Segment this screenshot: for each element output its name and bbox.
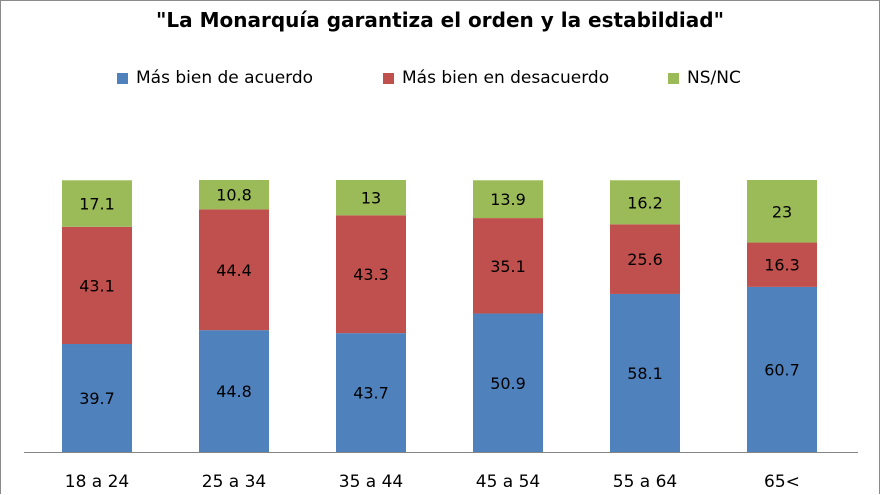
- data-label-acuerdo-2: 44.8: [216, 382, 252, 401]
- data-label-acuerdo-6: 60.7: [764, 360, 800, 379]
- legend-label-nsnc: NS/NC: [687, 68, 741, 88]
- bar-nsnc-5: [610, 180, 680, 225]
- bar-nsnc-3: [336, 180, 406, 216]
- bar-acuerdo-2: [199, 330, 269, 452]
- legend-label-acuerdo: Más bien de acuerdo: [136, 68, 314, 88]
- bar-desacuerdo-1: [62, 226, 132, 345]
- data-label-desacuerdo-4: 35.1: [490, 257, 526, 276]
- chart-title: "La Monarquía garantiza el orden y la es…: [156, 8, 724, 32]
- data-label-desacuerdo-3: 43.3: [353, 265, 389, 284]
- bar-nsnc-4: [473, 180, 543, 219]
- data-label-acuerdo-4: 50.9: [490, 374, 526, 393]
- data-label-desacuerdo-2: 44.4: [216, 261, 252, 280]
- bar-acuerdo-5: [610, 293, 680, 452]
- data-label-nsnc-3: 13: [361, 189, 381, 208]
- data-label-nsnc-5: 16.2: [627, 193, 663, 212]
- bar-nsnc-2: [199, 180, 269, 210]
- bar-nsnc-1: [62, 180, 132, 227]
- bar-desacuerdo-6: [747, 242, 817, 287]
- x-tick-label-1: 18 a 24: [65, 472, 130, 492]
- legend-item-acuerdo: Más bien de acuerdo: [117, 68, 313, 88]
- data-label-acuerdo-3: 43.7: [353, 384, 389, 403]
- legend-swatch-desacuerdo: [383, 72, 394, 84]
- bar-acuerdo-3: [336, 333, 406, 452]
- data-label-nsnc-2: 10.8: [216, 186, 252, 205]
- bar-acuerdo-1: [62, 344, 132, 452]
- bar-desacuerdo-2: [199, 209, 269, 331]
- data-label-acuerdo-1: 39.7: [79, 389, 115, 408]
- x-tick-label-2: 25 a 34: [202, 472, 267, 492]
- bar-desacuerdo-4: [473, 218, 543, 314]
- data-label-desacuerdo-1: 43.1: [79, 276, 115, 295]
- legend-item-nsnc: NS/NC: [668, 68, 741, 88]
- data-label-nsnc-6: 23: [772, 202, 792, 221]
- legend-label-desacuerdo: Más bien en desacuerdo: [402, 68, 610, 88]
- bar-acuerdo-6: [747, 286, 817, 452]
- bar-desacuerdo-5: [610, 224, 680, 294]
- data-label-desacuerdo-5: 25.6: [627, 250, 663, 269]
- bar-desacuerdo-3: [336, 215, 406, 334]
- x-tick-label-3: 35 a 44: [339, 472, 404, 492]
- data-label-nsnc-4: 13.9: [490, 190, 526, 209]
- bar-nsnc-6: [747, 180, 817, 243]
- x-tick-label-6: 65<: [764, 472, 800, 492]
- x-tick-label-4: 45 a 54: [476, 472, 541, 492]
- bar-acuerdo-4: [473, 313, 543, 452]
- legend-swatch-nsnc: [668, 72, 679, 84]
- data-label-acuerdo-5: 58.1: [627, 364, 663, 383]
- data-label-nsnc-1: 17.1: [79, 195, 115, 214]
- legend-item-desacuerdo: Más bien en desacuerdo: [383, 68, 609, 88]
- data-label-desacuerdo-6: 16.3: [764, 256, 800, 275]
- legend-swatch-acuerdo: [117, 72, 128, 84]
- x-tick-label-5: 55 a 64: [613, 472, 678, 492]
